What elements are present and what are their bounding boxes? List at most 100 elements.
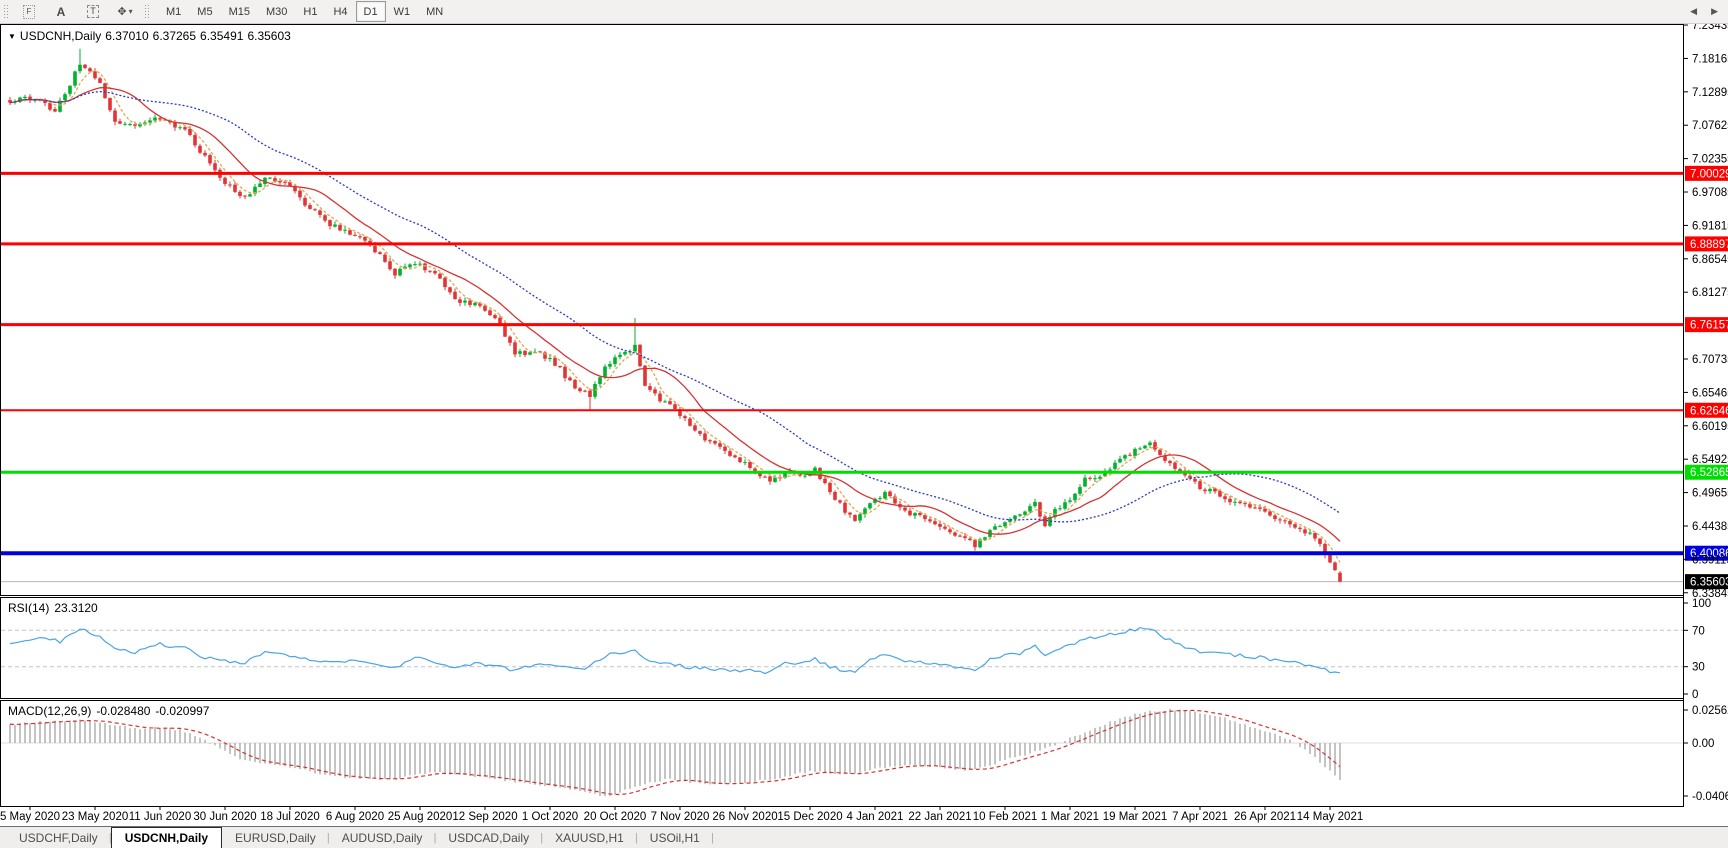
date-tick-label: 1 Mar 2021 xyxy=(1041,811,1099,823)
macd-tick-label: 0.025623 xyxy=(1692,705,1728,717)
date-tick-label: 5 May 2020 xyxy=(0,811,60,823)
date-tick-label: 18 Jul 2020 xyxy=(260,811,319,823)
ma-medium-line xyxy=(9,86,1341,542)
price-tick-label: 6.49655 xyxy=(1692,488,1728,500)
macd-tick-label: -0.040687 xyxy=(1692,791,1728,803)
timeframe-button-m15[interactable]: M15 xyxy=(228,5,250,18)
level-price-tag xyxy=(1685,545,1728,561)
rsi-label: RSI(14) 23.3120 xyxy=(8,601,98,615)
ohlc-close: 6.35603 xyxy=(247,29,291,43)
date-tick-label: 23 May 2020 xyxy=(62,811,129,823)
ohlc-open: 6.37010 xyxy=(105,29,149,43)
macd-histogram xyxy=(9,708,1341,797)
level-price-text: 6.62646 xyxy=(1690,405,1728,417)
level-price-tag xyxy=(1685,165,1728,181)
collapse-triangle-icon[interactable]: ▼ xyxy=(8,32,16,41)
price-tick-label: 6.33845 xyxy=(1692,588,1728,600)
timeframe-button-m1[interactable]: M1 xyxy=(166,5,182,18)
draw-tools-icon: ✥ xyxy=(117,6,127,18)
chart-symbol: USDCNH,Daily xyxy=(19,29,102,43)
chart-shift-icon: F xyxy=(22,4,36,19)
toolbar-grip[interactable] xyxy=(3,3,10,20)
chart-tab-xauusd[interactable]: XAUUSD,H1 | xyxy=(555,830,638,845)
timeframe-button-h1[interactable]: H1 xyxy=(303,5,318,18)
tab-separator: | xyxy=(710,831,714,844)
tab-scroll-arrows: ◀ ▶ xyxy=(1690,0,1718,22)
price-tick-label: 6.97085 xyxy=(1692,187,1728,199)
rsi-tick-label: 30 xyxy=(1692,662,1705,674)
ma-fast-line xyxy=(9,70,1341,563)
ohlc-low: 6.35491 xyxy=(200,29,244,43)
date-tick-label: 1 Oct 2020 xyxy=(522,811,578,823)
price-tick-label: 6.70735 xyxy=(1692,354,1728,366)
date-tick-label: 14 May 2021 xyxy=(1297,811,1364,823)
price-tick-label: 6.86545 xyxy=(1692,254,1728,266)
date-tick-label: 7 Nov 2020 xyxy=(651,811,710,823)
level-price-text: 6.40086 xyxy=(1690,548,1728,560)
toolbar-grip-2[interactable] xyxy=(144,3,151,20)
level-price-text: 6.88897 xyxy=(1690,239,1728,251)
date-tick-label: 10 Feb 2021 xyxy=(973,811,1038,823)
price-tick-label: 6.81275 xyxy=(1692,287,1728,299)
date-tick-label: 15 Dec 2020 xyxy=(777,811,842,823)
price-tick-label: 7.07625 xyxy=(1692,120,1728,132)
date-tick-label: 26 Nov 2020 xyxy=(712,811,777,823)
timeframe-button-d1[interactable]: D1 xyxy=(355,1,386,22)
level-price-tag xyxy=(1685,236,1728,252)
tab-scroll-right-icon[interactable]: ▶ xyxy=(1711,5,1718,16)
tab-separator: | xyxy=(109,832,112,844)
tab-separator: | xyxy=(634,831,638,844)
timeframe-button-m5[interactable]: M5 xyxy=(197,5,213,18)
timeframe-button-m30[interactable]: M30 xyxy=(265,5,288,18)
chart-shift-button[interactable]: F xyxy=(14,1,44,22)
draw-tools-button[interactable]: ✥ ▾ xyxy=(110,1,140,22)
date-tick-label: 11 Jun 2020 xyxy=(129,811,191,823)
macd-tick-label: 0.00 xyxy=(1692,738,1714,750)
text-label-button[interactable]: A xyxy=(46,1,76,22)
price-tick-label: 7.02355 xyxy=(1692,154,1728,166)
price-tick-label: 7.12895 xyxy=(1692,87,1728,99)
price-tick-label: 6.60195 xyxy=(1692,421,1728,433)
timeframe-button-w1[interactable]: W1 xyxy=(393,5,411,18)
rsi-tick-label: 100 xyxy=(1692,598,1711,610)
candles xyxy=(8,48,1342,583)
price-tick-label: 7.18165 xyxy=(1692,53,1728,65)
chart-tab-usdchf[interactable]: USDCHF,Daily| xyxy=(6,827,112,848)
chart-tab-eurusd[interactable]: EURUSD,Daily | xyxy=(235,830,330,845)
chart-tab-bar: USDCHF,Daily|USDCNH,Daily EURUSD,Daily| AU… xyxy=(0,826,1728,848)
date-tick-label: 30 Jun 2020 xyxy=(193,811,256,823)
price-tick-label: 6.54925 xyxy=(1692,454,1728,466)
top-toolbar: F A T ✥ ▾ M1 M5 M15 M30 H1 H4 D1 W1 MN xyxy=(0,0,1728,24)
timeframe-group: M1 M5 M15 M30 H1 H4 D1 W1 MN xyxy=(158,1,451,22)
text-label-icon: A xyxy=(56,4,66,19)
level-price-text: 7.00029 xyxy=(1690,168,1728,180)
date-tick-label: 26 Apr 2021 xyxy=(1234,811,1296,823)
current-price-text: 6.35603 xyxy=(1690,577,1728,589)
chart-tab-usoil[interactable]: USOil,H1 | xyxy=(649,830,714,845)
date-tick-label: 20 Oct 2020 xyxy=(584,811,647,823)
level-price-tag xyxy=(1685,464,1728,480)
level-price-tag xyxy=(1685,402,1728,418)
macd-signal-line xyxy=(9,709,1341,796)
macd-label: MACD(12,26,9) -0.028480 -0.020997 xyxy=(8,704,210,718)
ohlc-high: 6.37265 xyxy=(152,29,197,43)
tab-separator: | xyxy=(326,831,330,844)
chart-title: ▼ USDCNH,Daily 6.37010 6.37265 6.35491 6.3560… xyxy=(8,29,295,43)
price-tick-label: 6.65465 xyxy=(1692,387,1728,399)
chart-tab-usdcad[interactable]: USDCAD,Daily | xyxy=(448,830,544,845)
chart-tab-usdcnh[interactable]: USDCNH,Daily xyxy=(110,827,223,848)
date-tick-label: 7 Apr 2021 xyxy=(1172,811,1228,823)
price-tick-label: 6.91815 xyxy=(1692,220,1728,232)
date-tick-label: 25 Aug 2020 xyxy=(388,811,453,823)
tab-scroll-left-icon[interactable]: ◀ xyxy=(1690,5,1698,16)
rsi-line xyxy=(9,626,1341,675)
rsi-tick-label: 0 xyxy=(1692,689,1698,701)
timeframe-button-h4[interactable]: H4 xyxy=(333,5,348,18)
date-tick-label: 12 Sep 2020 xyxy=(452,811,517,823)
text-box-button[interactable]: T xyxy=(78,1,108,22)
timeframe-button-mn[interactable]: MN xyxy=(426,5,444,18)
chart-tab-audusd[interactable]: AUDUSD,Daily | xyxy=(341,830,437,845)
date-tick-label: 4 Jan 2021 xyxy=(847,811,904,823)
